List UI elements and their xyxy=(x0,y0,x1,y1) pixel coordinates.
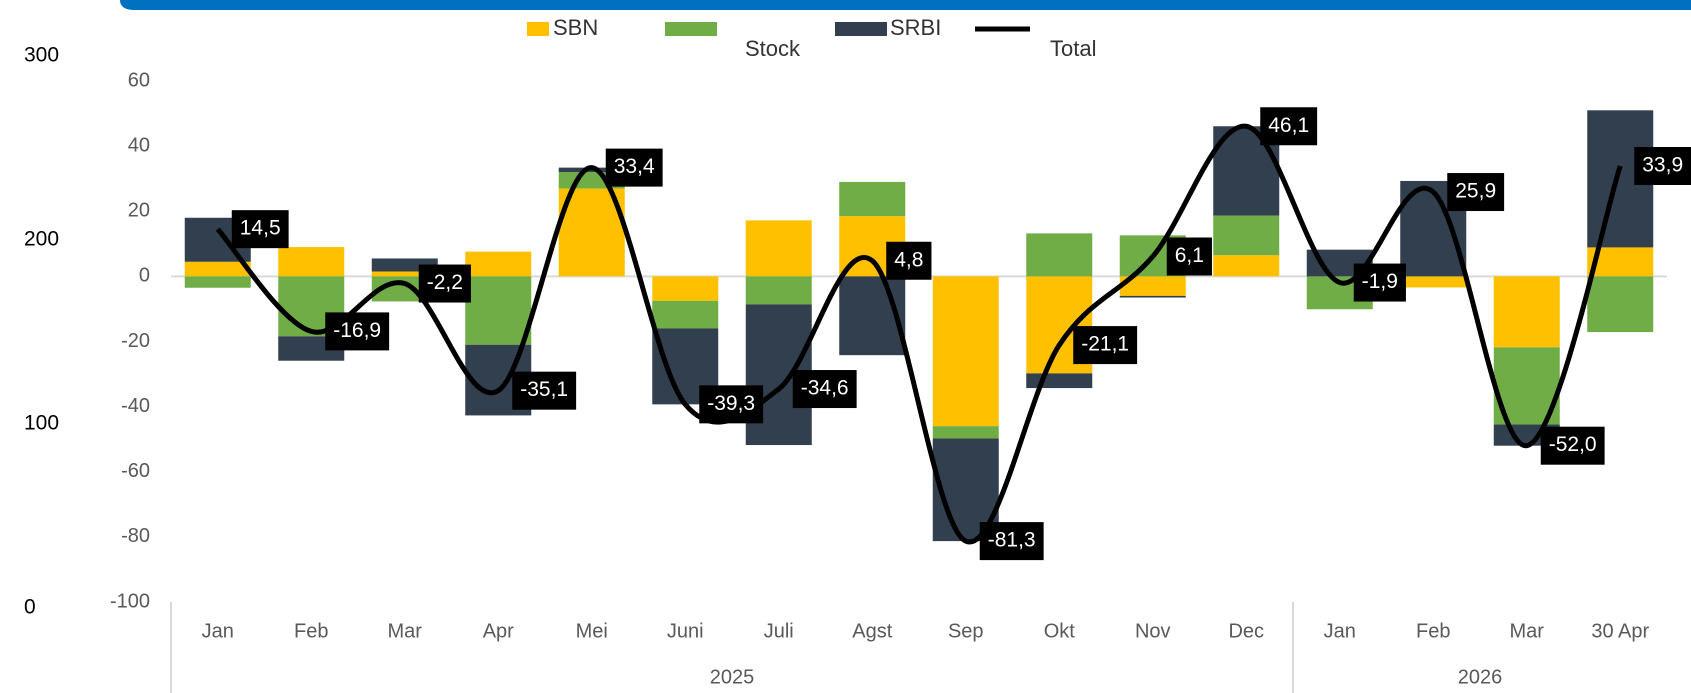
bar-segment xyxy=(278,247,345,277)
bar-segment xyxy=(652,300,719,329)
x-tick-label: Jan xyxy=(202,620,234,642)
data-label-box xyxy=(1073,326,1138,365)
x-tick-label: Nov xyxy=(1135,620,1171,642)
data-label: 33,4 xyxy=(614,155,655,178)
bar-segment xyxy=(1587,276,1654,333)
data-label: 14,5 xyxy=(240,217,281,240)
legend-label: SBN xyxy=(553,15,598,40)
y-tick-label: -100 xyxy=(110,590,150,612)
bar-segment xyxy=(932,426,999,439)
data-label: -34,6 xyxy=(801,377,849,400)
data-label-box xyxy=(1447,173,1505,212)
data-label-box xyxy=(792,370,857,409)
y2-tick-label: 0 xyxy=(24,596,36,619)
legend-label: Total xyxy=(1050,36,1096,61)
legend-swatch xyxy=(665,22,717,36)
x-tick-label: Mei xyxy=(576,620,608,642)
legend-swatch xyxy=(835,22,887,36)
bar-segment xyxy=(184,276,251,288)
legend-label: SRBI xyxy=(890,15,941,40)
x-tick-label: Agst xyxy=(852,620,892,642)
data-label: 46,1 xyxy=(1268,114,1309,137)
data-label: -39,3 xyxy=(707,392,755,415)
data-label: -1,9 xyxy=(1362,270,1398,293)
bar-segment xyxy=(1026,233,1093,277)
data-label-box xyxy=(1353,263,1406,302)
data-label: 25,9 xyxy=(1455,180,1496,203)
bar-segment xyxy=(465,251,532,277)
bar-segment xyxy=(1493,276,1560,348)
y-tick-label: 20 xyxy=(128,200,150,222)
data-label: -81,3 xyxy=(988,529,1036,552)
x-tick-label: Mar xyxy=(1510,620,1545,642)
data-label-box xyxy=(418,264,471,303)
data-label-box xyxy=(1540,426,1605,465)
bar-segment xyxy=(1213,255,1280,277)
data-label-box xyxy=(886,241,932,280)
data-label: 33,9 xyxy=(1642,154,1683,177)
data-label-box xyxy=(979,522,1044,561)
data-label: -21,1 xyxy=(1081,333,1129,356)
bar-segment xyxy=(465,276,532,345)
bar-segment xyxy=(652,276,719,301)
y-tick-label: -20 xyxy=(121,330,150,352)
group-label: 2026 xyxy=(1458,666,1503,688)
top-banner xyxy=(120,0,1691,10)
bar-segment xyxy=(184,261,251,277)
y2-tick-label: 100 xyxy=(24,412,59,435)
x-tick-label: Okt xyxy=(1044,620,1076,642)
data-label-box xyxy=(512,371,577,410)
bar-segment xyxy=(1213,215,1280,256)
data-label: 4,8 xyxy=(894,248,923,271)
y-tick-label: -60 xyxy=(121,460,150,482)
x-tick-label: Juli xyxy=(764,620,794,642)
total-line xyxy=(215,123,1623,545)
bar-segment xyxy=(1119,276,1186,296)
x-tick-label: Apr xyxy=(483,620,514,642)
data-label: -35,1 xyxy=(520,378,568,401)
x-tick-label: Mar xyxy=(388,620,423,642)
y-tick-label: 0 xyxy=(139,265,150,287)
x-tick-label: Feb xyxy=(294,620,328,642)
data-label: -2,2 xyxy=(427,271,463,294)
y-tick-label: -80 xyxy=(121,525,150,547)
data-label: 6,1 xyxy=(1175,244,1204,267)
x-tick-label: Sep xyxy=(948,620,984,642)
y-tick-label: -40 xyxy=(121,395,150,417)
legend-label: Stock xyxy=(745,36,801,61)
data-label: -16,9 xyxy=(333,319,381,342)
data-label-box xyxy=(699,385,764,424)
x-tick-label: 30 Apr xyxy=(1591,620,1649,642)
bar-segment xyxy=(745,220,812,277)
bar-segment xyxy=(839,181,906,217)
data-label-box xyxy=(1166,237,1212,276)
x-tick-label: Jan xyxy=(1324,620,1356,642)
legend-swatch xyxy=(527,22,549,36)
y2-tick-label: 200 xyxy=(24,228,59,251)
bar-segment xyxy=(932,276,999,427)
data-label-box xyxy=(1634,146,1691,185)
bar-segment xyxy=(1026,373,1093,389)
x-tick-label: Juni xyxy=(667,620,704,642)
x-tick-label: Feb xyxy=(1416,620,1450,642)
x-tick-label: Dec xyxy=(1228,620,1264,642)
bar-segment xyxy=(745,276,812,305)
group-label: 2025 xyxy=(710,666,755,688)
y-tick-label: 40 xyxy=(128,134,150,156)
data-label: -52,0 xyxy=(1549,433,1597,456)
data-label-box xyxy=(1260,107,1318,146)
bar-segment xyxy=(371,271,438,277)
data-label-box xyxy=(605,148,663,187)
bar-segment xyxy=(1119,295,1186,298)
data-label-box xyxy=(231,210,289,249)
data-label-box xyxy=(325,312,390,351)
y2-tick-label: 300 xyxy=(24,44,59,67)
bar-segment xyxy=(1400,276,1467,288)
y-tick-label: 60 xyxy=(128,69,150,91)
